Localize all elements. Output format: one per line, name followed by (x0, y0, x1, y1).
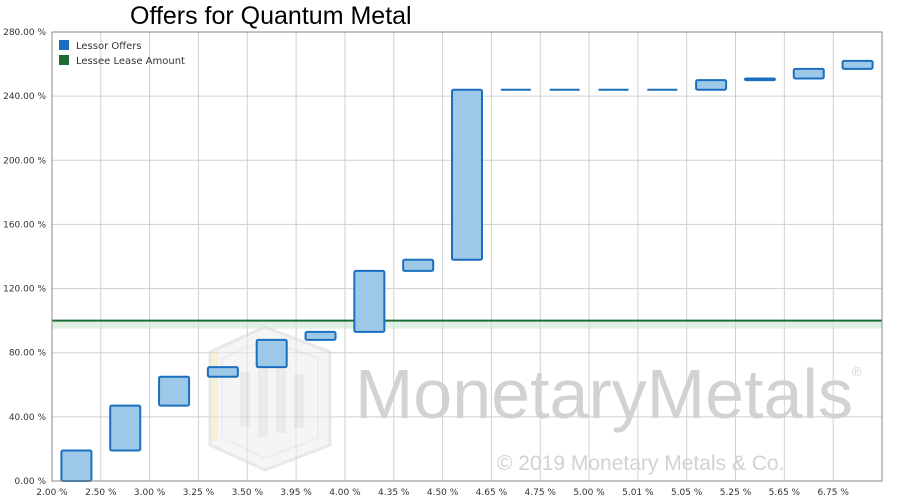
offer-bar (402, 258, 435, 272)
x-tick-label: 5.05 % (671, 488, 703, 498)
lessor-offers-series (60, 59, 874, 482)
x-tick-label: 3.50 % (232, 488, 264, 498)
x-tick-label: 2.00 % (36, 488, 68, 498)
x-tick-label: 4.75 % (525, 488, 557, 498)
x-tick-label: 6.75 % (817, 488, 849, 498)
cube-logo-icon (208, 325, 332, 472)
x-tick-label: 2.50 % (85, 488, 117, 498)
y-tick-label: 0.00 % (15, 477, 47, 487)
x-tick-label: 4.50 % (427, 488, 459, 498)
x-tick-label: 5.65 % (769, 488, 801, 498)
y-tick-label: 80.00 % (9, 349, 47, 359)
watermark: MonetaryMetals ® © 2019 Monetary Metals … (208, 325, 862, 475)
legend-label-lessee-lease: Lessee Lease Amount (76, 56, 185, 67)
y-axis-tick-labels: 0.00 % 40.00 % 80.00 % 120.00 % 160.00 % 200.… (3, 28, 46, 487)
y-tick-label: 280.00 % (3, 28, 46, 38)
offer-bar (743, 77, 776, 82)
offer-bar (206, 366, 239, 378)
plot-border (51, 31, 883, 482)
x-tick-label: 3.00 % (134, 488, 166, 498)
legend: Lessor Offers Lessee Lease Amount (59, 40, 185, 67)
legend-swatch-lessee-lease (59, 55, 69, 65)
y-tick-label: 240.00 % (3, 92, 46, 102)
x-tick-label: 4.00 % (329, 488, 361, 498)
offer-bar (60, 449, 93, 482)
y-tick-label: 200.00 % (3, 156, 46, 166)
x-tick-label: 3.95 % (280, 488, 312, 498)
watermark-registered-mark: ® (852, 364, 862, 379)
offer-bar (353, 269, 386, 333)
x-tick-label: 5.01 % (622, 488, 654, 498)
x-axis-tick-labels: 2.00 % 2.50 % 3.00 % 3.25 % 3.50 % 3.95 % 4.00… (36, 488, 849, 498)
legend-label-lessor-offers: Lessor Offers (76, 41, 142, 52)
x-tick-label: 5.00 % (573, 488, 605, 498)
y-tick-label: 40.00 % (9, 413, 47, 423)
x-tick-label: 4.35 % (378, 488, 410, 498)
legend-swatch-lessor-offers (59, 40, 69, 50)
offer-bar (695, 79, 728, 91)
offer-bar (841, 59, 874, 70)
lessee-lease-series (52, 319, 882, 329)
y-tick-label: 160.00 % (3, 220, 46, 230)
lessee-line-shadow (52, 320, 882, 329)
chart-title: Offers for Quantum Metal (130, 2, 412, 30)
offer-bar (255, 338, 288, 369)
offer-bar (304, 330, 337, 341)
x-tick-label: 4.65 % (476, 488, 508, 498)
x-tick-label: 3.25 % (183, 488, 215, 498)
offer-bar (792, 67, 825, 80)
offer-bar (109, 404, 142, 452)
y-tick-label: 120.00 % (3, 285, 46, 295)
watermark-logo-text: MonetaryMetals (355, 355, 853, 433)
offer-bar (158, 375, 191, 407)
x-tick-label: 5.25 % (720, 488, 752, 498)
watermark-copyright: © 2019 Monetary Metals & Co. (497, 452, 784, 475)
offer-bar (451, 88, 483, 261)
